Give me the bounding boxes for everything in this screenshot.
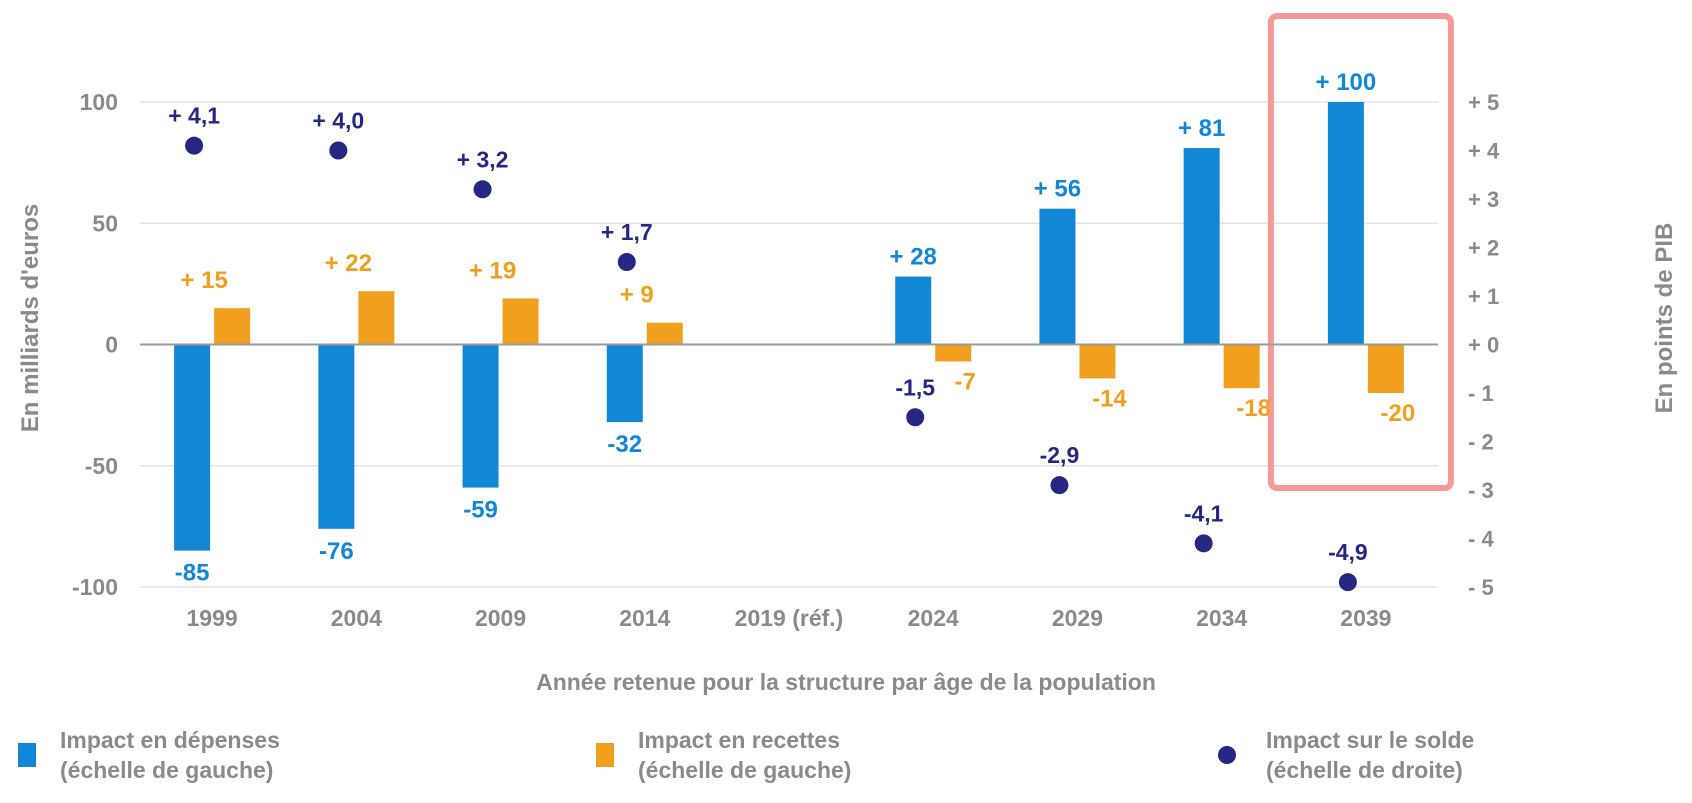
y2-tick-label: - 5 bbox=[1468, 575, 1494, 600]
point-balance bbox=[473, 180, 492, 199]
data-label-balance: -4,9 bbox=[1328, 539, 1368, 565]
point-balance bbox=[1194, 534, 1213, 553]
bar-spending bbox=[318, 344, 355, 529]
data-label-spending: + 81 bbox=[1178, 115, 1225, 142]
point-balance bbox=[906, 408, 925, 427]
x-tick-label: 2039 bbox=[1340, 605, 1391, 631]
legend-label: Impact en dépenses bbox=[60, 727, 280, 753]
y2-axis-title: En points de PIB bbox=[1651, 223, 1678, 414]
data-label-revenue: -7 bbox=[955, 368, 976, 395]
revenue-swatch-icon bbox=[596, 743, 614, 767]
bar-spending bbox=[895, 276, 932, 345]
x-tick-label: 2014 bbox=[619, 605, 670, 631]
bar-revenue bbox=[502, 298, 539, 345]
bar-spending bbox=[174, 344, 211, 551]
y2-tick-label: - 3 bbox=[1468, 478, 1494, 503]
bar-revenue bbox=[1223, 344, 1260, 389]
y-tick-label: 0 bbox=[105, 332, 118, 358]
balance-dot-icon bbox=[1218, 746, 1236, 764]
chart: -85 + 15 + 4,1 -76 + 22 + 4,0 -59 + 19 + 3,2 -32 +… bbox=[17, 13, 1678, 695]
data-label-spending: -59 bbox=[463, 497, 498, 524]
gridlines bbox=[140, 101, 1438, 588]
legend-label: Impact en recettes bbox=[638, 727, 840, 753]
data-label-spending: + 100 bbox=[1316, 69, 1377, 96]
x-tick-label: 2009 bbox=[475, 605, 526, 631]
bar-revenue bbox=[935, 344, 972, 362]
legend-item-revenue: Impact en recettes (échelle de gauche) bbox=[596, 725, 851, 785]
data-label-balance: + 1,7 bbox=[601, 219, 653, 245]
data-label-spending: + 56 bbox=[1034, 176, 1081, 203]
y-tick-label: 100 bbox=[80, 89, 118, 115]
highlight-box bbox=[1267, 13, 1454, 491]
bar-revenue bbox=[358, 291, 395, 345]
point-balance bbox=[1338, 573, 1357, 592]
labels-layer: -85 + 15 + 4,1 -76 + 22 + 4,0 -59 + 19 + 3,2 -32 +… bbox=[168, 69, 1415, 587]
x-tick-label: 1999 bbox=[187, 605, 238, 631]
points-layer bbox=[185, 136, 1357, 592]
legend-sublabel: (échelle de droite) bbox=[1266, 757, 1463, 783]
y2-tick-label: + 1 bbox=[1468, 284, 1499, 309]
y2-tick-label: - 4 bbox=[1468, 527, 1494, 552]
data-label-revenue: + 19 bbox=[469, 257, 516, 284]
data-label-balance: + 3,2 bbox=[457, 146, 509, 172]
x-tick-label: 2024 bbox=[908, 605, 959, 631]
y2-tick-label: + 4 bbox=[1468, 139, 1500, 164]
y2-tick-label: - 2 bbox=[1468, 430, 1494, 455]
x-tick-label: 2029 bbox=[1052, 605, 1103, 631]
point-balance bbox=[617, 253, 636, 272]
x-tick-label: 2034 bbox=[1196, 605, 1247, 631]
bar-revenue bbox=[1367, 344, 1404, 393]
highlight-layer bbox=[1267, 13, 1454, 491]
bar-spending bbox=[606, 344, 643, 423]
legend-item-balance: Impact sur le solde (échelle de droite) bbox=[1218, 725, 1474, 785]
legend-label: Impact sur le solde bbox=[1266, 727, 1475, 753]
bar-spending bbox=[462, 344, 499, 488]
bar-spending bbox=[1039, 208, 1076, 345]
right-axis-ticks: + 5 + 4 + 3 + 2 + 1 + 0 - 1 - 2 - 3 - 4 - 5 bbox=[1468, 90, 1500, 600]
legend-item-spending: Impact en dépenses (échelle de gauche) bbox=[18, 725, 280, 785]
point-balance bbox=[185, 136, 204, 155]
y-tick-label: -100 bbox=[72, 574, 118, 600]
data-label-revenue: -18 bbox=[1236, 395, 1271, 422]
data-label-balance: + 4,1 bbox=[168, 103, 220, 129]
data-label-spending: -76 bbox=[319, 538, 354, 565]
bar-revenue bbox=[646, 322, 683, 345]
data-label-balance: -4,1 bbox=[1184, 500, 1224, 526]
y2-tick-label: + 0 bbox=[1468, 333, 1499, 358]
data-label-revenue: -14 bbox=[1092, 385, 1127, 412]
data-label-revenue: + 9 bbox=[620, 282, 654, 309]
x-tick-label: 2004 bbox=[331, 605, 382, 631]
data-label-revenue: + 22 bbox=[325, 250, 372, 277]
bar-revenue bbox=[1079, 344, 1116, 379]
y2-tick-label: - 1 bbox=[1468, 381, 1494, 406]
data-label-balance: -1,5 bbox=[895, 374, 935, 400]
data-label-spending: -85 bbox=[175, 560, 210, 587]
bar-revenue bbox=[214, 308, 251, 345]
legend-sublabel: (échelle de gauche) bbox=[638, 757, 852, 783]
data-label-balance: + 4,0 bbox=[312, 108, 364, 134]
left-axis-ticks: 100 50 0 -50 -100 bbox=[72, 89, 118, 600]
legend-sublabel: (échelle de gauche) bbox=[60, 757, 274, 783]
y-tick-label: -50 bbox=[85, 453, 118, 479]
bar-spending bbox=[1183, 148, 1220, 345]
x-axis-ticks: 1999 2004 2009 2014 2019 (réf.) 2024 2029 2034 2… bbox=[187, 605, 1392, 631]
y2-tick-label: + 3 bbox=[1468, 187, 1499, 212]
bar-spending bbox=[1327, 102, 1364, 345]
data-label-revenue: -20 bbox=[1381, 400, 1416, 427]
y2-tick-label: + 2 bbox=[1468, 236, 1499, 261]
data-label-spending: + 28 bbox=[890, 244, 937, 271]
y-axis-title: En milliards d'euros bbox=[17, 204, 44, 432]
bars-layer bbox=[174, 102, 1404, 551]
point-balance bbox=[329, 141, 348, 160]
y-tick-label: 50 bbox=[92, 210, 118, 236]
x-tick-label: 2019 (réf.) bbox=[735, 605, 844, 631]
point-balance bbox=[1050, 476, 1069, 495]
legend: Impact en dépenses (échelle de gauche) I… bbox=[0, 715, 1692, 803]
data-label-balance: -2,9 bbox=[1040, 442, 1080, 468]
data-label-spending: -32 bbox=[607, 431, 642, 458]
spending-swatch-icon bbox=[18, 743, 36, 767]
data-label-revenue: + 15 bbox=[180, 267, 227, 294]
y2-tick-label: + 5 bbox=[1468, 90, 1499, 115]
x-axis-title: Année retenue pour la structure par âge … bbox=[536, 669, 1156, 695]
